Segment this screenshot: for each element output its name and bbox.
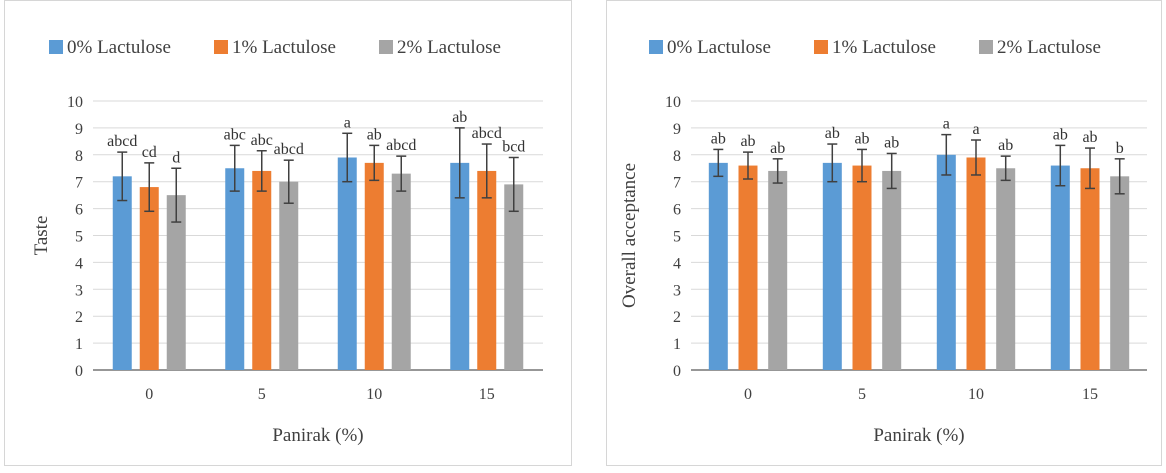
bar-1 (966, 157, 986, 370)
taste-chart: 0% Lactulose 1% Lactulose 2% Lactulose 0 1 2 3… (31, 37, 543, 446)
y-tick-label: 1 (75, 336, 83, 353)
x-tick-label: 5 (858, 386, 866, 403)
y-tick-label: 7 (673, 175, 681, 192)
x-tick-label: 0 (744, 386, 752, 403)
bar-2 (504, 184, 524, 370)
y-tick-label: 4 (673, 255, 681, 272)
bar-0 (822, 162, 842, 370)
bar-0 (112, 176, 132, 370)
y-tick-label: 3 (75, 282, 83, 299)
significance-label: abc (224, 126, 246, 143)
bar-0 (337, 157, 357, 370)
significance-label: a (943, 116, 950, 133)
legend-swatch-1 (814, 40, 828, 54)
significance-label: cd (142, 144, 157, 161)
legend-label-2: 2% Lactulose (397, 37, 501, 58)
bar-2 (166, 195, 186, 370)
significance-label: ab (1082, 129, 1097, 146)
bar-2 (1110, 176, 1130, 370)
legend-label-1: 1% Lactulose (232, 37, 336, 58)
legend-swatch-1 (214, 40, 228, 54)
legend-swatch-2 (379, 40, 393, 54)
legend-swatch-0 (49, 40, 63, 54)
y-axis-title: Taste (31, 216, 52, 256)
bar-0 (936, 154, 956, 370)
y-tick-label: 10 (665, 94, 681, 111)
y-tick-label: 6 (75, 202, 83, 219)
y-tick-label: 5 (673, 229, 681, 246)
bar-1 (1080, 168, 1100, 370)
significance-label: b (1116, 140, 1124, 157)
taste-chart-panel: 0% Lactulose 1% Lactulose 2% Lactulose 0 1 2 3… (4, 0, 572, 466)
x-tick-label: 10 (968, 386, 984, 403)
y-tick-label: 8 (75, 148, 83, 165)
significance-label: ab (998, 137, 1013, 154)
x-tick-label: 15 (1082, 386, 1098, 403)
bar-0 (225, 168, 245, 370)
significance-label: abc (251, 132, 273, 149)
bar-0 (450, 162, 470, 370)
y-axis-title: Overall acceptance (619, 163, 640, 308)
x-tick-label: 0 (145, 386, 153, 403)
significance-label: ab (367, 126, 382, 143)
significance-label: abcd (472, 125, 502, 142)
x-tick-label: 15 (479, 386, 495, 403)
bar-0 (708, 162, 728, 370)
x-axis-title: Panirak (%) (873, 425, 964, 446)
y-tick-label: 4 (75, 255, 83, 272)
y-tick-label: 1 (673, 336, 681, 353)
y-tick-label: 2 (75, 309, 83, 326)
legend-label-0: 0% Lactulose (667, 37, 771, 58)
legend-label-1: 1% Lactulose (832, 37, 936, 58)
x-axis-title: Panirak (%) (272, 425, 363, 446)
significance-label: ab (452, 109, 467, 126)
significance-label: a (344, 114, 351, 131)
bar-2 (391, 173, 411, 370)
legend-swatch-0 (649, 40, 663, 54)
y-tick-label: 7 (75, 175, 83, 192)
bar-1 (477, 170, 497, 370)
bar-2 (768, 170, 788, 370)
y-tick-label: 9 (673, 121, 681, 138)
overall-acceptance-chart: 0% Lactulose 1% Lactulose 2% Lactulose 0 1 2 3… (619, 37, 1147, 446)
significance-label: bcd (502, 138, 525, 155)
y-tick-label: 5 (75, 229, 83, 246)
bar-1 (852, 165, 872, 370)
significance-label: ab (1053, 126, 1068, 143)
significance-label: d (172, 149, 180, 166)
significance-label: ab (711, 130, 726, 147)
y-tick-label: 2 (673, 309, 681, 326)
significance-label: ab (740, 133, 755, 150)
significance-label: ab (770, 140, 785, 157)
significance-label: a (972, 121, 979, 138)
y-tick-label: 10 (67, 94, 83, 111)
legend-label-0: 0% Lactulose (67, 37, 171, 58)
significance-label: ab (854, 130, 869, 147)
legend-label-2: 2% Lactulose (997, 37, 1101, 58)
bar-2 (996, 168, 1016, 370)
significance-label: abcd (274, 141, 304, 158)
significance-label: abcd (386, 137, 416, 154)
bar-1 (738, 165, 758, 370)
bar-1 (364, 162, 384, 370)
bar-0 (1050, 165, 1070, 370)
bar-1 (139, 187, 159, 370)
y-tick-label: 3 (673, 282, 681, 299)
y-tick-label: 0 (75, 363, 83, 380)
significance-label: ab (884, 134, 899, 151)
y-tick-label: 0 (673, 363, 681, 380)
bar-2 (882, 170, 902, 370)
significance-label: ab (825, 125, 840, 142)
x-tick-label: 10 (366, 386, 382, 403)
legend-swatch-2 (979, 40, 993, 54)
y-tick-label: 8 (673, 148, 681, 165)
significance-label: abcd (107, 133, 137, 150)
bar-1 (252, 170, 272, 370)
overall-acceptance-chart-panel: 0% Lactulose 1% Lactulose 2% Lactulose 0 1 2 3… (606, 0, 1162, 466)
bar-2 (279, 181, 299, 370)
y-tick-label: 6 (673, 202, 681, 219)
y-tick-label: 9 (75, 121, 83, 138)
x-tick-label: 5 (258, 386, 266, 403)
